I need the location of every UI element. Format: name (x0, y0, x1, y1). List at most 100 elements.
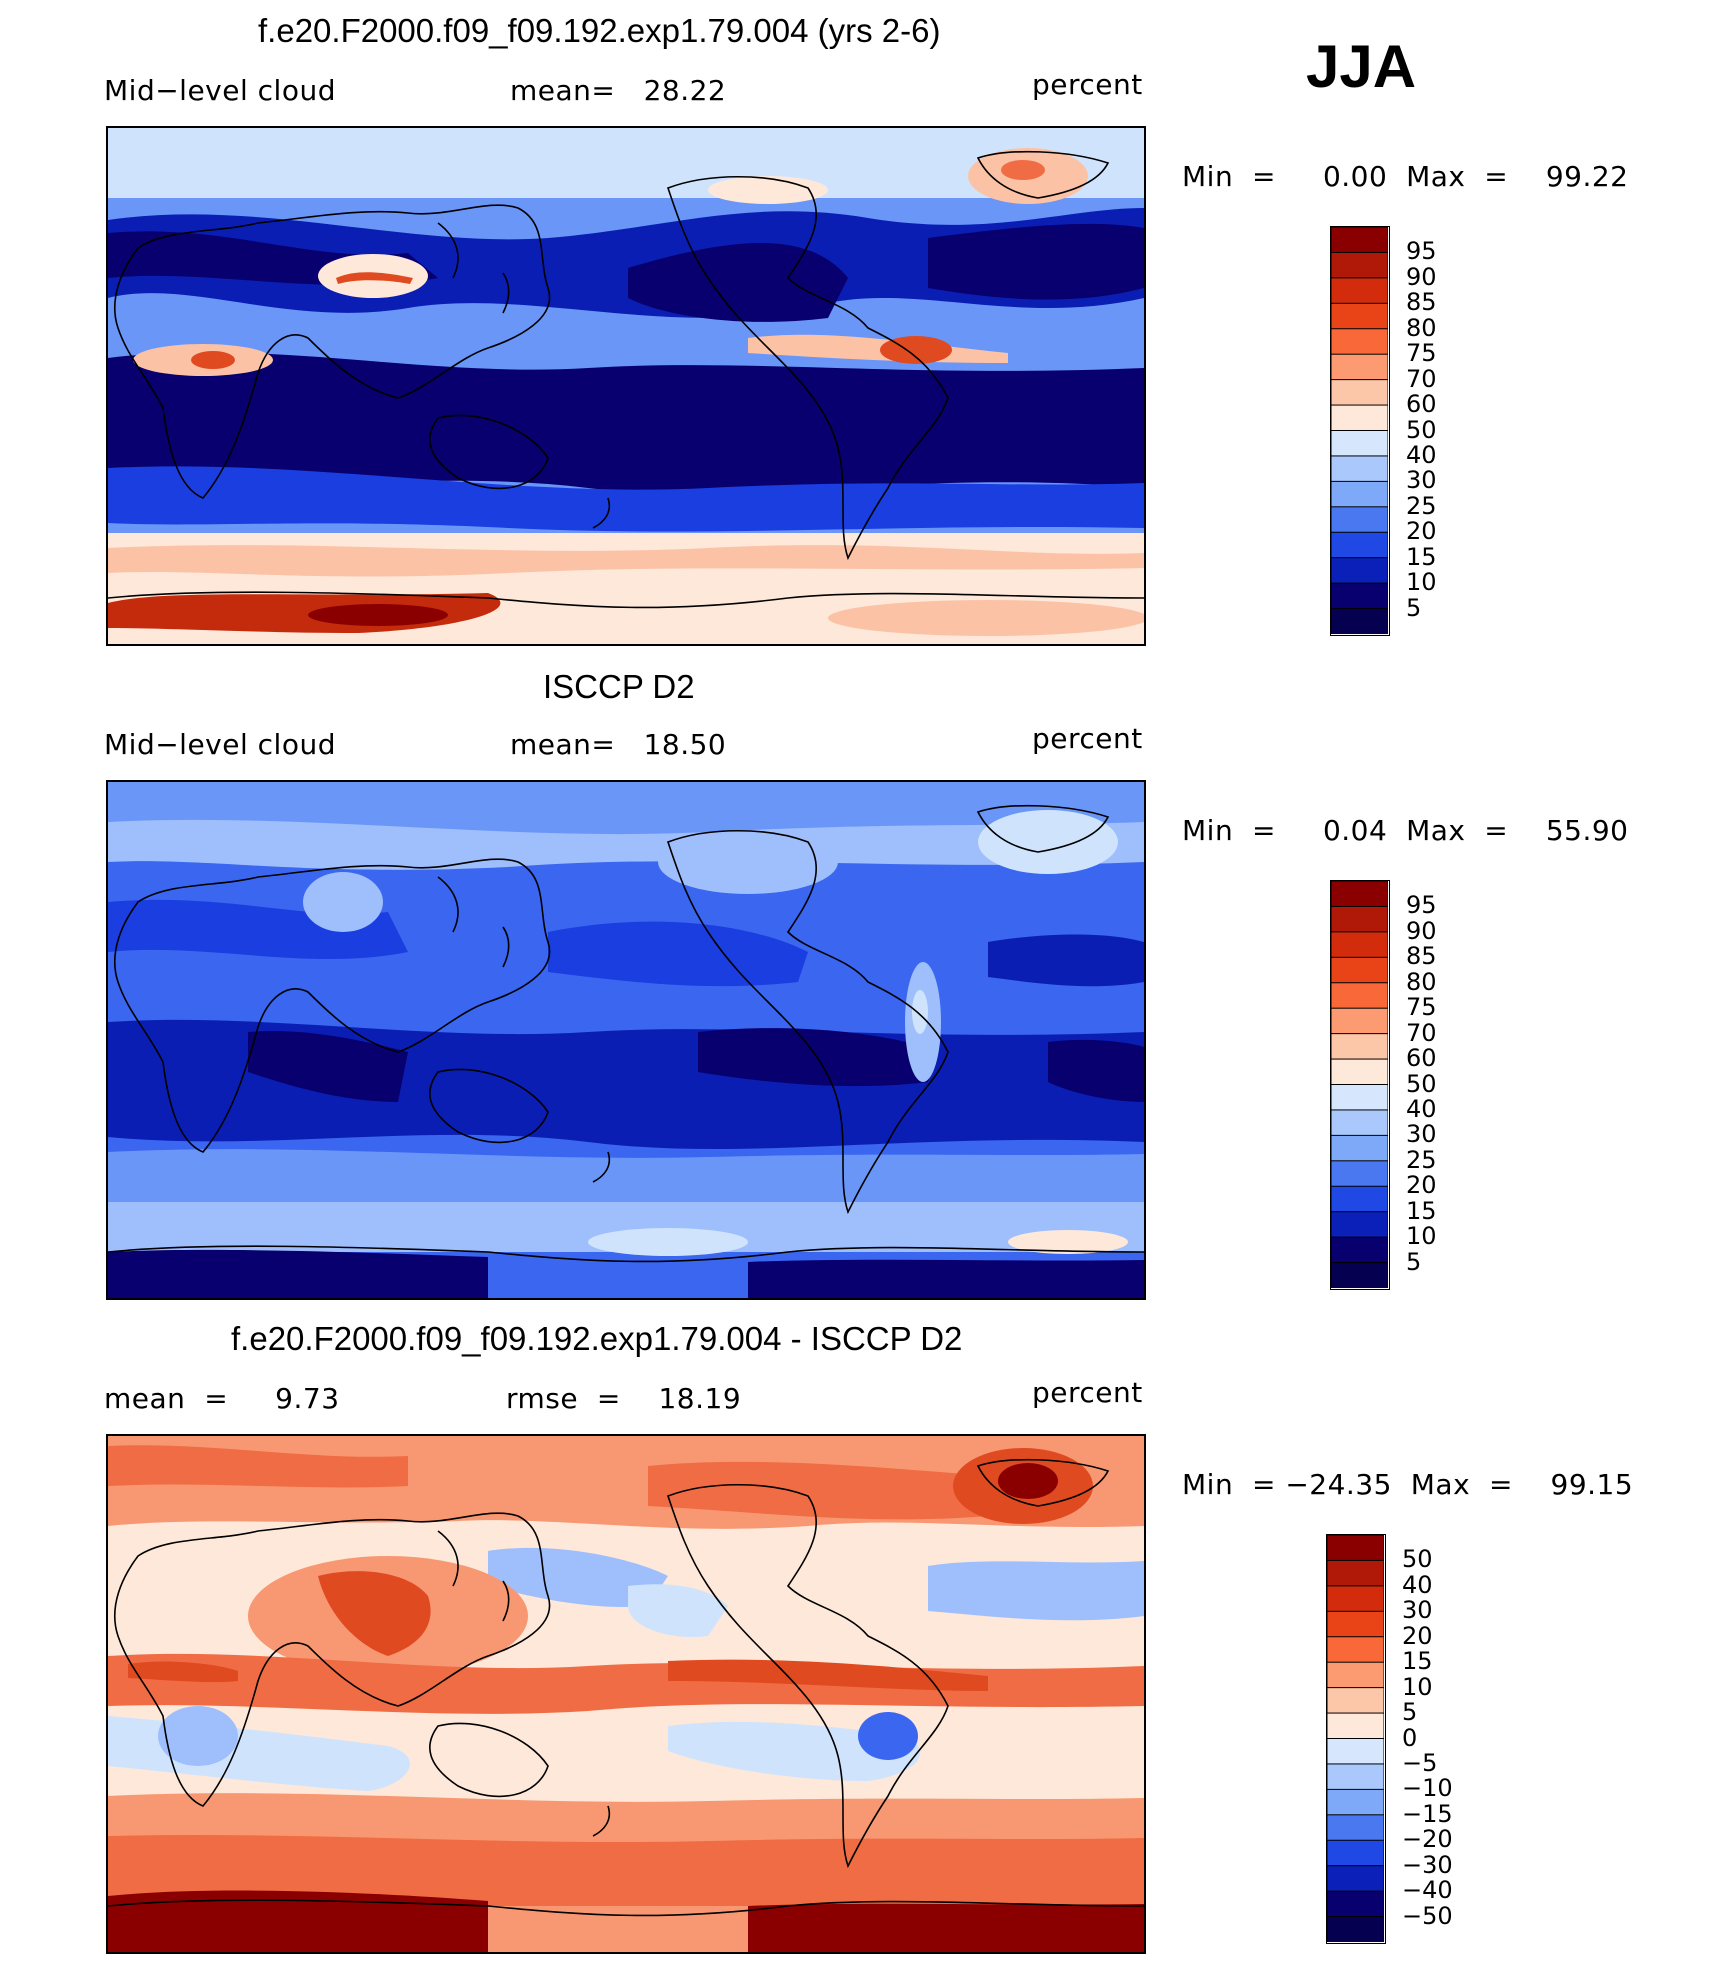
colorbar-swatch (1326, 1636, 1385, 1664)
colorbar-tick-label: 30 (1406, 1120, 1437, 1149)
panel-1-antarctic-core (308, 604, 448, 626)
colorbar-tick-label: −40 (1402, 1876, 1453, 1905)
colorbar-tick-label: 85 (1406, 942, 1437, 971)
colorbar-swatch (1330, 353, 1389, 381)
colorbar-tick-label: 40 (1406, 440, 1437, 469)
colorbar-swatch (1330, 1109, 1389, 1137)
colorbar-swatch (1330, 251, 1389, 279)
colorbar-tick-label: 80 (1406, 967, 1437, 996)
panel-3-mean-label: mean = 9.73 (104, 1382, 340, 1415)
panel-1-coastlines (108, 150, 1144, 609)
colorbar-swatch (1330, 1058, 1389, 1086)
panel-1-arctic-band (108, 128, 1144, 198)
colorbar-swatch (1330, 1160, 1389, 1188)
colorbar-tick-label: 40 (1406, 1094, 1437, 1123)
panel-1-antarctic-east (828, 600, 1144, 636)
colorbar-tick-label: 60 (1406, 390, 1437, 419)
panel-2-map (106, 780, 1146, 1300)
panel-2-trop-deep-pacific (698, 1028, 938, 1087)
colorbar-tick-label: 70 (1406, 364, 1437, 393)
colorbar-tick-label: 5 (1406, 593, 1422, 622)
colorbar-tick-label: 15 (1402, 1647, 1433, 1676)
colorbar-swatch (1326, 1814, 1385, 1842)
colorbar-swatch (1330, 982, 1389, 1010)
panel-1-pacific-deep (628, 243, 848, 322)
panel-2-tibet-light (303, 872, 383, 932)
panel-1-mean-label: mean= 28.22 (510, 74, 727, 107)
colorbar-swatch (1330, 277, 1389, 305)
colorbar-tick-label: 5 (1402, 1698, 1418, 1727)
panel-2-antarctic-deep (108, 1249, 1144, 1298)
panel-2-trop-deep-indian (248, 1031, 408, 1102)
colorbar-swatch (1326, 1585, 1385, 1613)
colorbar-tick-label: −20 (1402, 1825, 1453, 1854)
panel-3-rmse-label: rmse = 18.19 (506, 1382, 742, 1415)
panel-3-andes-blue (858, 1712, 918, 1760)
colorbar-swatch (1326, 1559, 1385, 1587)
panel-3-southern-strong (108, 1834, 1144, 1906)
colorbar-tick-label: 25 (1406, 1145, 1437, 1174)
colorbar-tick-label: 95 (1406, 237, 1437, 266)
panel-2-title: ISCCP D2 (543, 668, 695, 705)
colorbar-swatch (1326, 1610, 1385, 1638)
panel-1-tropical-blue (108, 466, 1144, 532)
colorbar-swatch (1330, 226, 1389, 254)
panel-3-map (106, 1434, 1146, 1954)
colorbar-tick-label: 90 (1406, 916, 1437, 945)
colorbar-tick-label: 70 (1406, 1018, 1437, 1047)
colorbar-swatch (1330, 302, 1389, 330)
colorbar-swatch (1326, 1890, 1385, 1918)
panel-1-alaska-warm (708, 176, 828, 204)
panel-1-southern-mid (108, 545, 1144, 577)
colorbar-tick-label: 75 (1406, 993, 1437, 1022)
colorbar-swatch (1326, 1865, 1385, 1893)
panel-1-min-max: Min = 0.00 Max = 99.22 (1182, 160, 1629, 193)
panel-3-pacific-blue (628, 1584, 728, 1637)
panel-3-nh-blue (488, 1547, 668, 1607)
colorbar-swatch (1330, 455, 1389, 483)
panel-3-africa-blue (158, 1706, 238, 1766)
colorbar-swatch (1326, 1534, 1385, 1562)
colorbar-tick-label: 80 (1406, 313, 1437, 342)
colorbar-swatch (1330, 582, 1389, 610)
colorbar-tick-label: −5 (1402, 1748, 1438, 1777)
panel-2-pacific-dark (548, 921, 808, 987)
panel-2-andes-core (912, 990, 928, 1034)
colorbar-tick-label: 85 (1406, 288, 1437, 317)
colorbar-swatch (1326, 1687, 1385, 1715)
panel-2-atlantic-dark (988, 934, 1144, 987)
colorbar-swatch (1330, 430, 1389, 457)
panel-3-greenland-core (998, 1463, 1058, 1499)
panel-2-mean-label: mean= 18.50 (510, 728, 727, 761)
colorbar-tick-label: 30 (1402, 1596, 1433, 1625)
colorbar-tick-label: 60 (1406, 1044, 1437, 1073)
colorbar-tick-label: −30 (1402, 1850, 1453, 1879)
colorbar-tick-label: 15 (1406, 1196, 1437, 1225)
panel-1-atlantic-deep (928, 223, 1144, 300)
panel-1-heatmap (108, 128, 1144, 644)
colorbar-swatch (1330, 1185, 1389, 1213)
panel-2-coastlines (108, 804, 1144, 1263)
panel-2-southern-light (108, 1149, 1144, 1209)
panel-2-colorbar: 95 90 85 80 75 70 60 50 40 30 25 20 15 10 5 (1330, 880, 1437, 1290)
panel-3-units-label: percent (1032, 1376, 1143, 1409)
panel-3-atlantic-blue (928, 1561, 1144, 1621)
colorbar-tick-label: 20 (1402, 1621, 1433, 1650)
colorbar-swatch (1330, 956, 1389, 984)
panel-2-nh-light (108, 819, 1144, 870)
colorbar-tick-label: −50 (1402, 1901, 1453, 1930)
panel-1-greenland-hot (1001, 160, 1045, 180)
colorbar-swatch (1330, 931, 1389, 959)
panel-1-tibet-hot (336, 272, 413, 284)
panel-3-coastlines (108, 1458, 1144, 1917)
colorbar-swatch (1326, 1916, 1385, 1943)
panel-1-andes-hotspot (880, 336, 952, 364)
colorbar-swatch (1330, 1262, 1389, 1289)
colorbar-tick-label: 50 (1402, 1545, 1433, 1574)
panel-2-heatmap (108, 782, 1144, 1298)
panel-3-min-max: Min = −24.35 Max = 99.15 (1182, 1468, 1634, 1501)
panel-3-heatmap (108, 1436, 1144, 1952)
colorbar-swatch (1330, 506, 1389, 534)
panel-2-variable-label: Mid−level cloud (104, 728, 336, 761)
panel-2-alaska-light (658, 830, 838, 894)
